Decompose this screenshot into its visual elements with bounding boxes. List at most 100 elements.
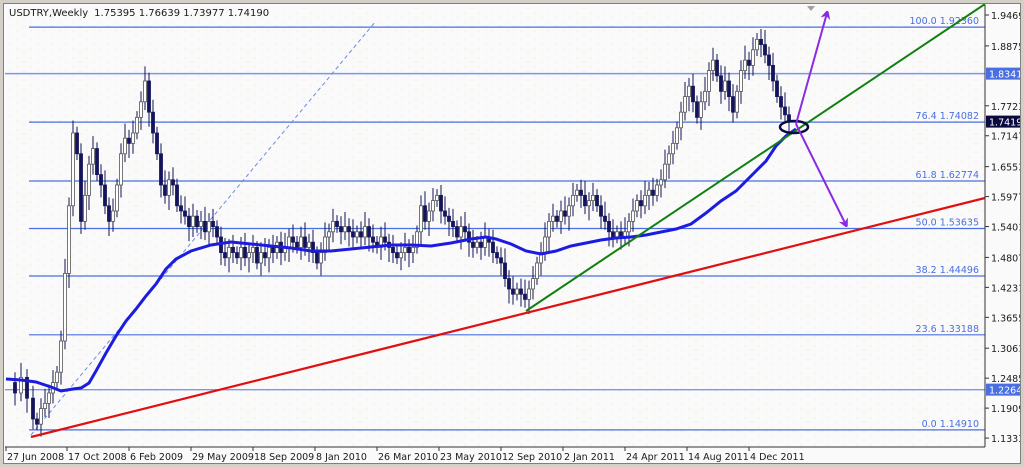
bull-candle <box>739 70 743 92</box>
chart-window[interactable]: 100.0 1.92360 76.4 1.74082 61.8 1.62774 50.… <box>3 3 1021 464</box>
highlight-ellipse[interactable] <box>778 119 810 135</box>
current-price-label: 1.74190 <box>989 118 1020 129</box>
grid-dots <box>5 5 985 447</box>
bull-candle <box>123 137 127 155</box>
bear-candle <box>759 38 763 45</box>
level-price-marker <box>986 383 1020 396</box>
up-arrow[interactable] <box>795 13 827 125</box>
fib-level-label: 76.4 1.74082 <box>916 111 979 122</box>
bear-candle <box>271 246 275 253</box>
bear-candle <box>211 220 215 227</box>
bear-candle <box>215 226 219 238</box>
bear-candle <box>507 278 511 290</box>
bull-candle <box>63 272 67 342</box>
bull-candle <box>571 194 575 207</box>
bear-candle <box>195 215 199 227</box>
price-chart[interactable]: 100.0 1.92360 76.4 1.74082 61.8 1.62774 50.… <box>4 4 1020 463</box>
bull-candle <box>47 392 51 404</box>
bear-candle <box>223 252 227 259</box>
bear-candle <box>519 288 523 295</box>
y-tick-label: 1.88750 <box>991 42 1020 53</box>
bear-candle <box>451 220 455 227</box>
bear-candle <box>763 44 767 56</box>
bull-candle <box>55 371 59 383</box>
shift-marker-icon[interactable] <box>807 6 815 11</box>
bear-candle <box>335 220 339 227</box>
bear-candle <box>491 241 495 253</box>
bear-candle <box>175 184 179 207</box>
down-arrow[interactable] <box>795 123 846 225</box>
bull-candle <box>475 241 479 248</box>
bull-candle <box>531 278 535 290</box>
x-tick-label: 4 Dec 2011 <box>750 452 805 463</box>
bull-candle <box>707 70 711 92</box>
bear-candle <box>25 376 29 399</box>
bear-candle <box>555 215 559 222</box>
bear-candle <box>775 80 779 97</box>
bull-candle <box>711 59 715 71</box>
bear-candle <box>171 179 175 186</box>
bull-candle <box>363 226 367 238</box>
bull-candle <box>355 231 359 238</box>
y-tick-label: 1.42310 <box>991 283 1020 294</box>
bear-candle <box>563 210 567 217</box>
bull-candle <box>331 220 335 233</box>
bear-candle <box>203 220 207 233</box>
bull-candle <box>459 226 463 238</box>
bear-candle <box>183 210 187 217</box>
bull-candle <box>751 49 755 66</box>
bull-candle <box>135 116 139 134</box>
bull-candle <box>675 127 679 144</box>
bear-candle <box>151 111 155 134</box>
bull-candle <box>115 184 119 212</box>
bull-candle <box>431 200 435 212</box>
bear-candle <box>443 210 447 217</box>
bear-candle <box>107 205 111 222</box>
x-tick-label: 14 Aug 2011 <box>688 452 749 463</box>
bull-candle <box>567 205 571 217</box>
bear-candle <box>231 246 235 253</box>
fib-level-label: 38.2 1.44496 <box>916 265 979 276</box>
bull-candle <box>227 246 231 259</box>
y-tick-label: 1.65530 <box>991 163 1020 174</box>
bull-candle <box>683 96 687 113</box>
bull-candle <box>427 210 431 222</box>
bear-candle <box>595 194 599 207</box>
bear-candle <box>347 226 351 233</box>
bull-candle <box>307 241 311 248</box>
bear-candle <box>13 382 17 394</box>
bear-candle <box>439 194 443 212</box>
bull-candle <box>131 132 135 144</box>
bear-candle <box>303 236 307 248</box>
bull-candle <box>435 194 439 201</box>
bear-candle <box>79 153 83 222</box>
bull-candle <box>207 220 211 233</box>
x-tick-label: 24 Apr 2011 <box>626 452 685 463</box>
y-tick-label: 1.54010 <box>991 223 1020 234</box>
fib-level-label: 50.0 1.53635 <box>916 217 979 228</box>
bear-candle <box>479 241 483 248</box>
bull-candle <box>635 200 639 212</box>
bear-candle <box>163 184 167 196</box>
bull-candle <box>143 80 147 103</box>
y-tick-label: 1.30610 <box>991 344 1020 355</box>
x-tick-label: 29 May 2009 <box>192 452 254 463</box>
bear-candle <box>179 205 183 212</box>
bear-candle <box>503 262 507 279</box>
bear-candle <box>147 80 151 113</box>
bull-candle <box>703 90 707 103</box>
bull-candle <box>259 252 263 264</box>
bull-candle <box>735 90 739 113</box>
bear-candle <box>159 153 163 186</box>
fib-level-label: 100.0 1.92360 <box>909 16 979 27</box>
bull-candle <box>319 252 323 264</box>
bear-candle <box>263 252 267 259</box>
bull-candle <box>659 179 663 186</box>
fib-level-label: 61.8 1.62774 <box>916 170 979 181</box>
bull-candle <box>591 194 595 201</box>
bear-candle <box>395 252 399 259</box>
bear-candle <box>155 132 159 155</box>
bear-candle <box>779 96 783 108</box>
bull-candle <box>251 246 255 253</box>
bull-candle <box>699 101 703 118</box>
